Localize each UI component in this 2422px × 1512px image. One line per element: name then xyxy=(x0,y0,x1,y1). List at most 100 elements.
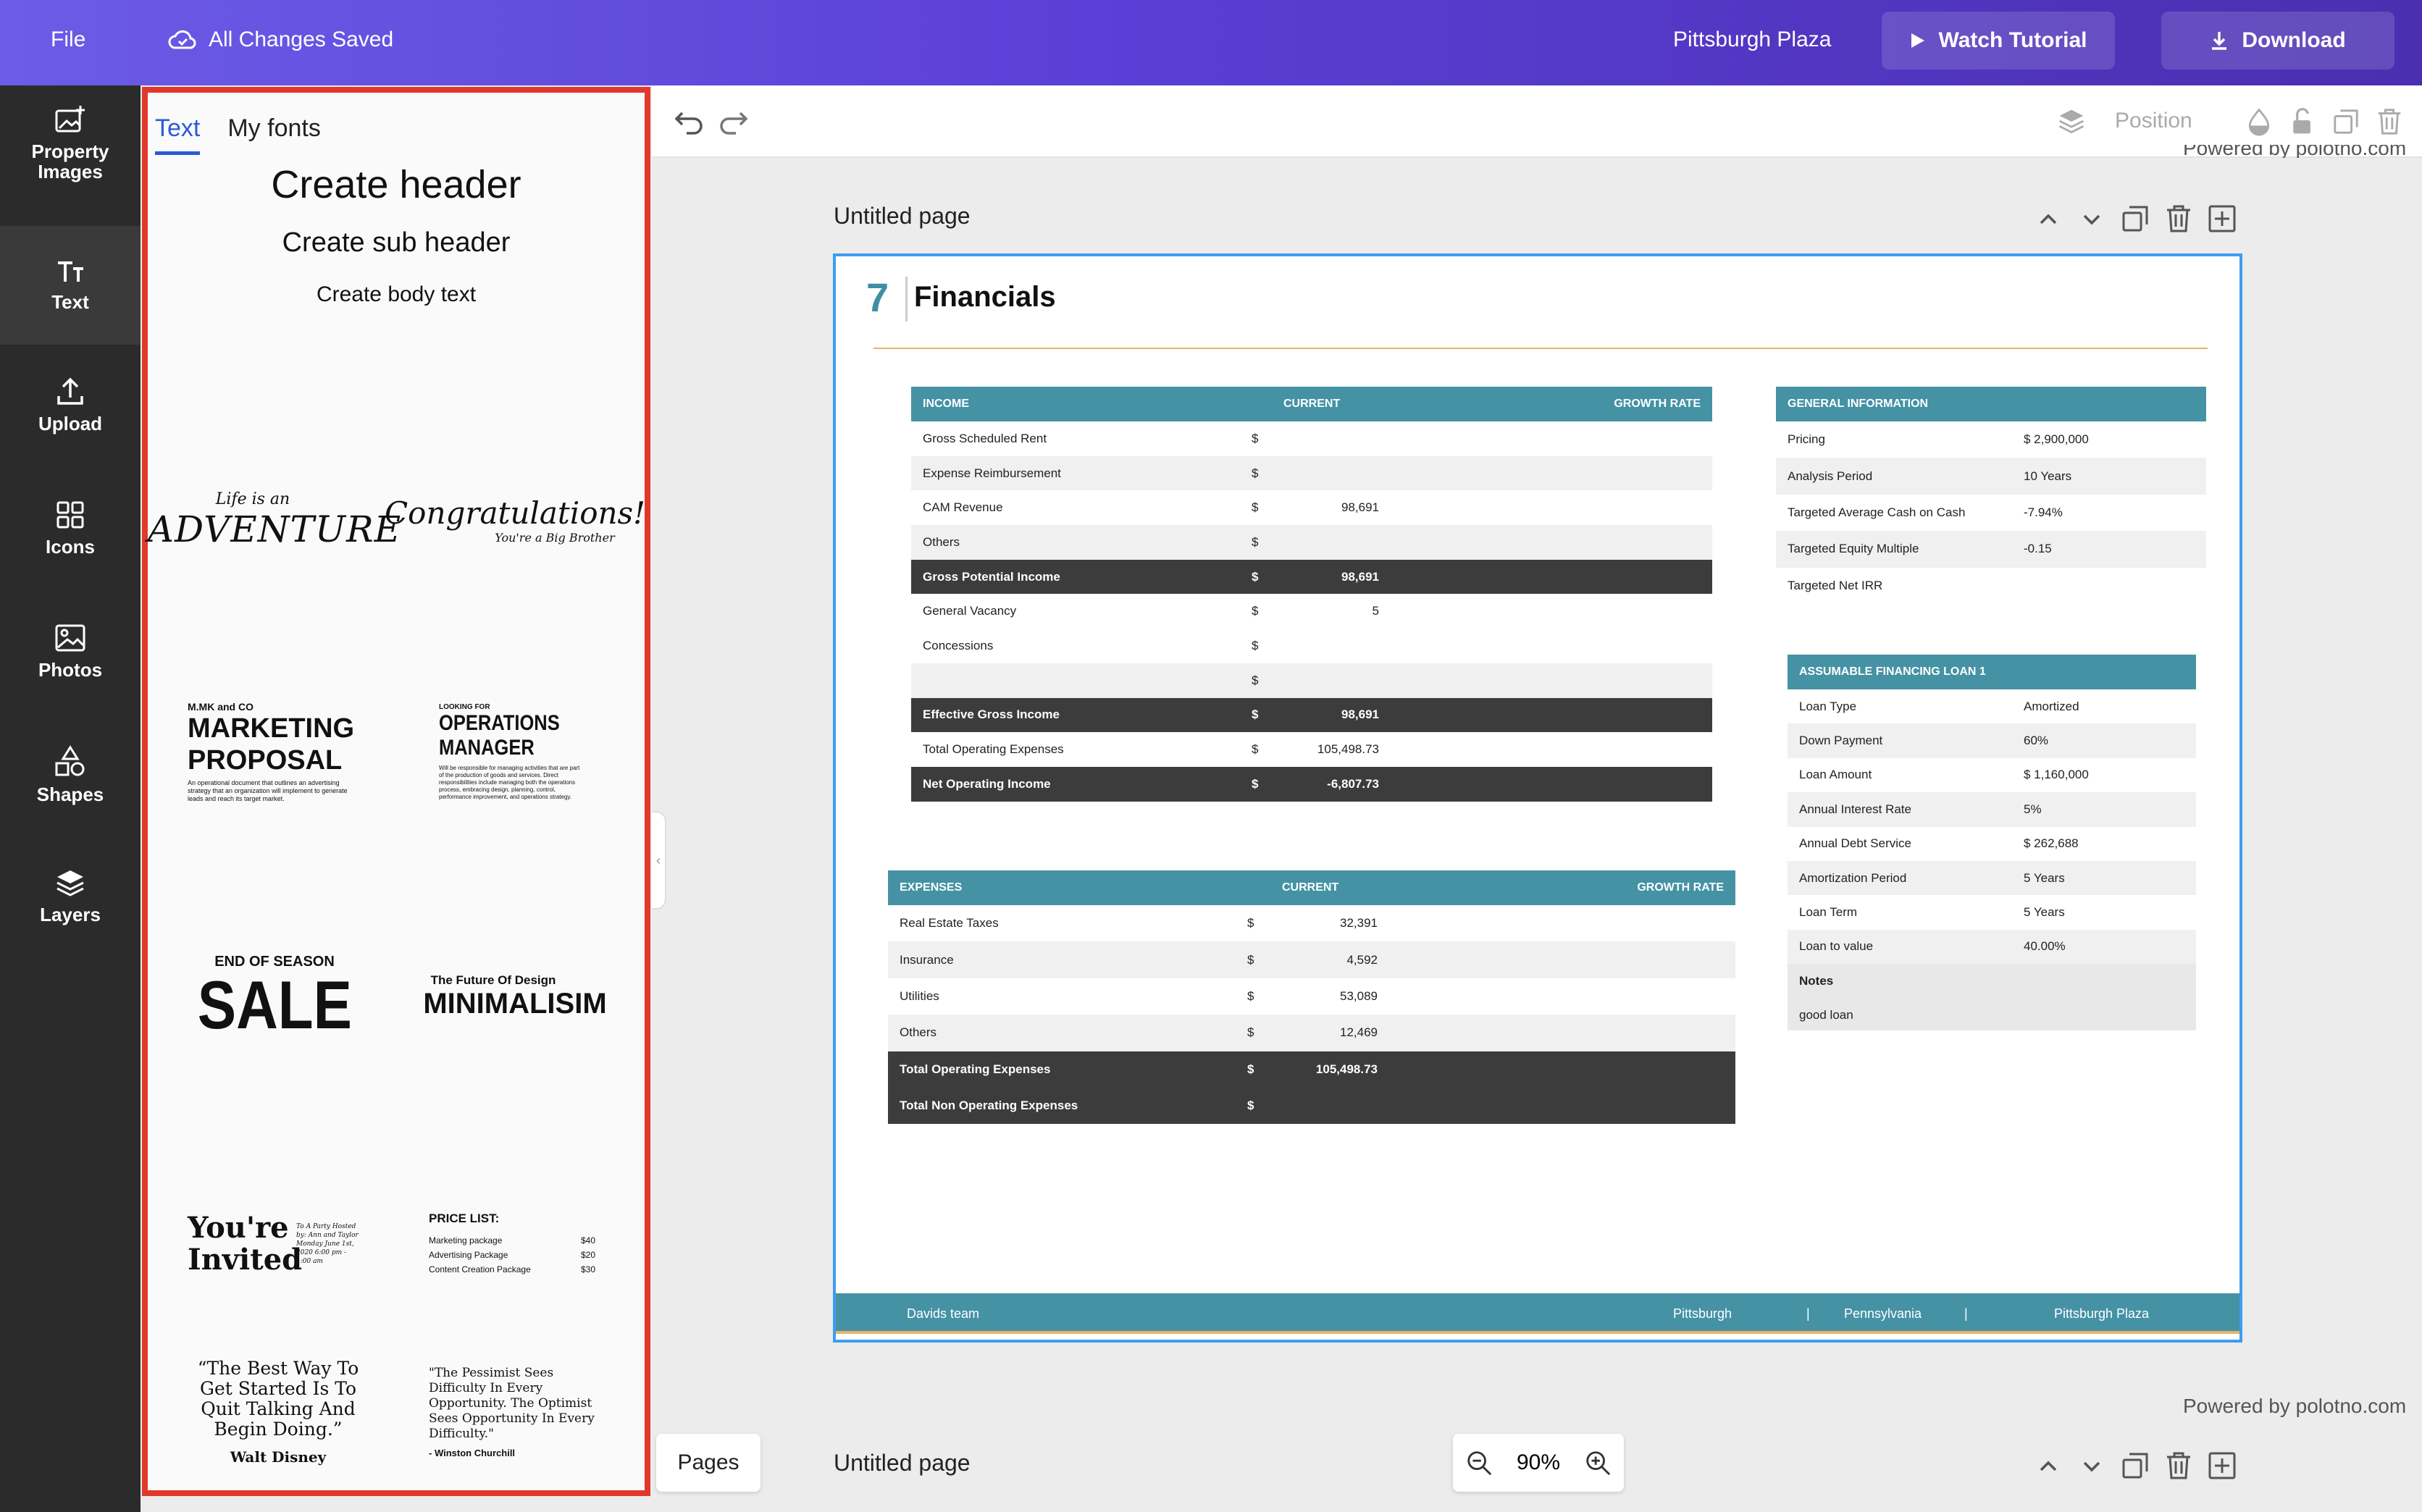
price-name: Marketing package xyxy=(429,1235,503,1246)
row-value: 5 Years xyxy=(2024,905,2065,920)
row-label: Annual Debt Service xyxy=(1799,836,1911,851)
delete-page-icon[interactable] xyxy=(2163,203,2195,235)
row-label: Insurance xyxy=(900,952,954,967)
redo-icon[interactable] xyxy=(717,106,749,138)
nav-property-images[interactable]: Property Images xyxy=(0,85,141,201)
download-button[interactable]: Download xyxy=(2161,12,2394,70)
nav-text[interactable]: Text xyxy=(0,226,141,345)
footer-team: Davids team xyxy=(907,1306,980,1321)
template-invited[interactable]: You're Invited To A Party Hosted by: Ann… xyxy=(169,1172,380,1316)
template-adventure[interactable]: Life is an ADVENTURE xyxy=(148,448,401,592)
row-currency: $ xyxy=(1252,466,1259,480)
opacity-icon[interactable] xyxy=(2245,107,2273,136)
create-header-button[interactable]: Create header xyxy=(271,163,521,206)
template-quote-churchill[interactable]: "The Pessimist Sees Difficulty In Every … xyxy=(429,1340,603,1484)
page-title[interactable]: Untitled page xyxy=(834,1450,971,1476)
watch-tutorial-button[interactable]: Watch Tutorial xyxy=(1882,12,2115,70)
powered-by-top[interactable]: Powered by polotno.com xyxy=(2183,145,2407,158)
shapes-icon xyxy=(55,745,85,776)
table-row: Targeted Average Cash on Cash -7.94% xyxy=(1776,495,2206,531)
chevron-down-icon[interactable] xyxy=(2076,203,2108,235)
project-name[interactable]: Pittsburgh Plaza xyxy=(1673,28,1832,51)
create-body-button[interactable]: Create body text xyxy=(316,282,477,306)
template-marketing-proposal[interactable]: M.MK and CO MARKETING PROPOSAL An operat… xyxy=(188,679,361,824)
table-row: Loan Type Amortized xyxy=(1788,689,2196,723)
template-text: ADVENTURE xyxy=(147,508,402,550)
nav-icons[interactable]: Icons xyxy=(0,471,141,587)
table-row: Analysis Period 10 Years xyxy=(1776,458,2206,495)
chevron-down-icon[interactable] xyxy=(2076,1450,2108,1482)
pages-button[interactable]: Pages xyxy=(656,1434,760,1492)
general-info-table[interactable]: GENERAL INFORMATION Pricing $ 2,900,000 Ana… xyxy=(1776,387,2206,604)
zoom-out-icon[interactable] xyxy=(1465,1449,1493,1477)
page-title[interactable]: Untitled page xyxy=(834,203,971,229)
tab-text[interactable]: Text xyxy=(155,114,201,155)
powered-by-link[interactable]: Powered by polotno.com xyxy=(2183,1395,2407,1417)
canvas-page[interactable]: 7 Financials INCOME CURRENT GROWTH RATE Gro… xyxy=(833,253,2242,1343)
template-congratulations[interactable]: Congratulations! You're a Big Brother xyxy=(385,448,645,592)
loan-table[interactable]: ASSUMABLE FINANCING LOAN 1 Loan Type Amort… xyxy=(1788,655,2196,1031)
nav-layers[interactable]: Layers xyxy=(0,839,141,954)
price-value: $30 xyxy=(580,1264,595,1274)
row-value: Amortized xyxy=(2024,699,2079,713)
table-row: Concessions $ xyxy=(911,629,1712,663)
chevron-up-icon[interactable] xyxy=(2032,1450,2064,1482)
duplicate-page-icon[interactable] xyxy=(2119,1450,2151,1482)
row-value: 53,089 xyxy=(1340,988,1378,1003)
template-sale[interactable]: END OF SEASON SALE xyxy=(169,924,380,1069)
chevron-up-icon[interactable] xyxy=(2032,203,2064,235)
zoom-in-icon[interactable] xyxy=(1584,1449,1612,1477)
section-title[interactable]: Financials xyxy=(914,281,1056,313)
notes-label: Notes xyxy=(1799,974,1834,988)
template-text: You're a Big Brother xyxy=(495,531,615,545)
add-page-icon[interactable] xyxy=(2206,1450,2238,1482)
top-bar: File All Changes Saved Pittsburgh Plaza … xyxy=(0,0,2422,85)
table-row: Targeted Net IRR xyxy=(1776,568,2206,604)
page-footer[interactable]: Davids team Pittsburgh | Pennsylvania | … xyxy=(836,1293,2239,1334)
panel-collapse-handle[interactable]: ‹ xyxy=(652,811,666,910)
row-label: Total Operating Expenses xyxy=(923,742,1064,757)
expenses-table[interactable]: EXPENSES CURRENT GROWTH RATE Real Estate Ta… xyxy=(888,870,1735,1125)
nav-label: Icons xyxy=(46,536,95,558)
file-menu[interactable]: File xyxy=(51,28,86,51)
table-header: INCOME CURRENT GROWTH RATE xyxy=(911,387,1712,421)
header-cell: GROWTH RATE xyxy=(1614,398,1701,410)
undo-icon[interactable] xyxy=(674,106,705,138)
template-operations-manager[interactable]: LOOKING FOR OPERATIONS MANAGER Will be r… xyxy=(439,679,591,824)
delete-icon[interactable] xyxy=(2376,107,2403,136)
header-cell: EXPENSES xyxy=(900,881,963,894)
unlock-icon[interactable] xyxy=(2289,107,2316,136)
row-value: 105,498.73 xyxy=(1315,1062,1378,1076)
duplicate-page-icon[interactable] xyxy=(2119,203,2151,235)
table-row: Net Operating Income $ -6,807.73 xyxy=(911,766,1712,802)
template-text: Congratulations! xyxy=(385,495,645,531)
income-table[interactable]: INCOME CURRENT GROWTH RATE Gross Scheduled … xyxy=(911,387,1712,802)
row-currency: $ xyxy=(1252,638,1259,652)
header-cell: CURRENT xyxy=(1283,398,1341,410)
template-text: SALE xyxy=(197,966,352,1043)
add-page-icon[interactable] xyxy=(2206,203,2238,235)
header-cell: ASSUMABLE FINANCING LOAN 1 xyxy=(1799,665,1986,678)
create-subheader-button[interactable]: Create sub header xyxy=(282,227,511,258)
section-number[interactable]: 7 xyxy=(866,274,889,320)
duplicate-icon[interactable] xyxy=(2332,107,2360,136)
row-value: 5 xyxy=(1372,604,1379,618)
delete-page-icon[interactable] xyxy=(2163,1450,2195,1482)
template-text: You're Invited xyxy=(188,1211,303,1277)
template-quote-disney[interactable]: “The Best Way To Get Started Is To Quit … xyxy=(180,1340,376,1484)
header-cell: INCOME xyxy=(923,398,969,410)
nav-photos[interactable]: Photos xyxy=(0,594,141,710)
table-row: Loan Term 5 Years xyxy=(1788,895,2196,929)
nav-label: Shapes xyxy=(36,784,104,805)
tab-my-fonts[interactable]: My fonts xyxy=(227,114,321,142)
template-price-list[interactable]: PRICE LIST: Marketing package $40 Adverti… xyxy=(429,1172,603,1316)
notes-value: good loan xyxy=(1799,1008,1853,1022)
row-currency: $ xyxy=(1252,500,1259,515)
row-label: Total Non Operating Expenses xyxy=(900,1099,1078,1113)
position-button[interactable]: Position xyxy=(2115,109,2192,133)
nav-upload[interactable]: Upload xyxy=(0,348,141,463)
template-minimalism[interactable]: The Future Of Design MINIMALISIM xyxy=(410,924,620,1069)
row-currency: $ xyxy=(1252,776,1259,791)
nav-shapes[interactable]: Shapes xyxy=(0,717,141,833)
table-row: Expense Reimbursement $ xyxy=(911,455,1712,491)
